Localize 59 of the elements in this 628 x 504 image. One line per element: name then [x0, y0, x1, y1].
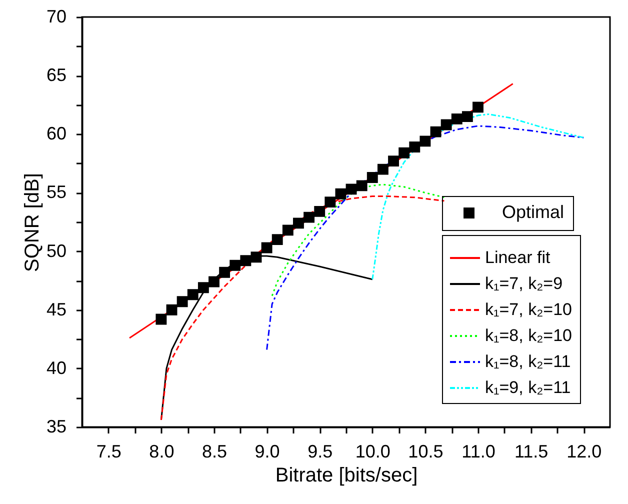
x-tick-label: 8.0: [149, 442, 174, 462]
legend-label: k₁=7, k₂=10: [485, 300, 572, 319]
legend-label: k₁=8, k₂=10: [485, 326, 572, 345]
point: [304, 212, 315, 223]
point: [187, 289, 198, 300]
line-series: [266, 125, 584, 350]
point: [261, 242, 272, 254]
point: [176, 296, 188, 308]
x-tick-label: 10.0: [355, 442, 390, 462]
y-axis-title: SQNR [dB]: [21, 173, 44, 272]
point: [293, 218, 304, 229]
y-tick-label: 50: [46, 240, 66, 261]
point: [430, 126, 442, 138]
point: [250, 252, 262, 263]
point: [472, 102, 484, 113]
point: [409, 142, 420, 152]
point: [240, 255, 252, 266]
legend-label: k₁=8, k₂=11: [485, 352, 571, 371]
point: [451, 113, 462, 124]
point: [440, 119, 452, 130]
point: [388, 156, 399, 167]
y-tick-label: 45: [46, 299, 66, 320]
point: [314, 206, 326, 217]
point: [356, 180, 368, 192]
x-tick-label: 8.5: [202, 442, 228, 462]
x-tick-label: 11.5: [514, 442, 548, 462]
x-tick-label: 9.0: [254, 442, 280, 462]
y-tick-label: 70: [46, 6, 66, 26]
point: [208, 276, 220, 288]
point: [335, 188, 346, 200]
point: [420, 136, 431, 147]
y-tick-label: 35: [46, 416, 66, 436]
point: [272, 234, 283, 246]
point: [282, 224, 294, 236]
point: [156, 314, 167, 325]
point: [377, 164, 388, 175]
x-axis-title: Bitrate [bits/sec]: [275, 464, 418, 486]
y-tick-label: 55: [46, 182, 66, 202]
point: [462, 111, 473, 122]
x-tick-label: 9.5: [308, 442, 333, 462]
point: [346, 184, 357, 195]
y-tick-label: 40: [46, 358, 66, 378]
x-tick-label: 10.5: [408, 442, 444, 462]
point: [198, 282, 209, 294]
point: [398, 147, 410, 158]
x-tick-label: 7.5: [96, 442, 122, 462]
x-tick-label: 11.0: [462, 442, 496, 462]
point: [230, 260, 241, 271]
legend-label: Linear fit: [485, 248, 550, 267]
y-tick-label: 65: [46, 65, 66, 86]
point: [324, 196, 336, 208]
legend-label: k₁=7, k₂=9: [485, 274, 563, 293]
point: [166, 304, 178, 316]
legend-label: Optimal: [502, 202, 564, 222]
point: [366, 172, 378, 183]
x-tick-label: 12.0: [566, 442, 602, 462]
y-tick-label: 60: [46, 124, 66, 144]
point: [219, 266, 230, 278]
legend-label: k₁=9, k₂=11: [485, 378, 571, 397]
